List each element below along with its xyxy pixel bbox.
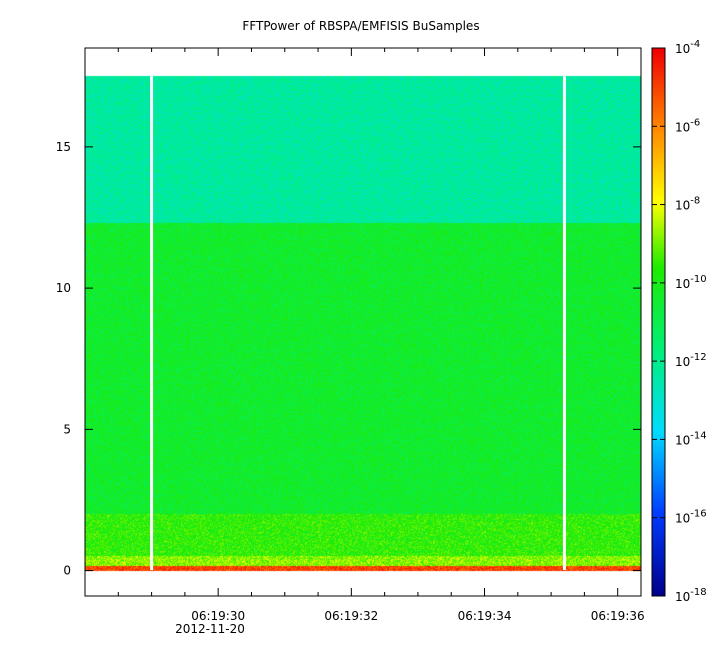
colorbar-tick-label: 10-10 bbox=[675, 274, 707, 291]
data-gap bbox=[150, 76, 154, 570]
colorbar-tick-label: 10-8 bbox=[675, 196, 700, 213]
plot-frame bbox=[84, 47, 642, 597]
y-axis: 0 5 10 15 bbox=[56, 140, 641, 578]
y-tick-label: 5 bbox=[63, 422, 71, 436]
colorbar-ticks: 10-4 10-6 10-8 10-10 10-12 10-14 10-16 10-18 bbox=[652, 39, 707, 604]
y-tick-label: 15 bbox=[56, 140, 71, 154]
x-tick-label: 06:19:36 bbox=[591, 609, 645, 623]
y-tick-label: 10 bbox=[56, 281, 71, 295]
colorbar-tick-label: 10-6 bbox=[675, 117, 700, 134]
x-date-label: 2012-11-20 bbox=[175, 622, 245, 636]
colorbar-tick-label: 10-4 bbox=[675, 39, 700, 56]
colorbar-tick-label: 10-18 bbox=[675, 587, 707, 604]
colorbar-tick-label: 10-12 bbox=[675, 352, 707, 369]
plot-area bbox=[84, 47, 642, 597]
chart-title: FFTPower of RBSPA/EMFISIS BuSamples bbox=[242, 19, 479, 33]
x-tick-label: 06:19:32 bbox=[324, 609, 378, 623]
colorbar-gradient bbox=[652, 48, 665, 596]
y-tick-label: 0 bbox=[63, 564, 71, 578]
colorbar-frame bbox=[651, 47, 666, 597]
colorbar-tick-label: 10-14 bbox=[675, 430, 707, 447]
x-tick-label: 06:19:34 bbox=[458, 609, 512, 623]
colorbar: 10-4 10-6 10-8 10-10 10-12 10-14 10-16 10-18 bbox=[651, 39, 707, 604]
data-gap bbox=[562, 76, 566, 570]
x-axis: 2012-11-20 06:19:30 06:19:32 06:19:34 06:19… bbox=[84, 48, 645, 636]
spectrogram-image bbox=[85, 48, 641, 596]
data-gaps bbox=[150, 76, 566, 570]
x-tick-label: 06:19:30 bbox=[191, 609, 245, 623]
colorbar-tick-label: 10-16 bbox=[675, 509, 707, 526]
